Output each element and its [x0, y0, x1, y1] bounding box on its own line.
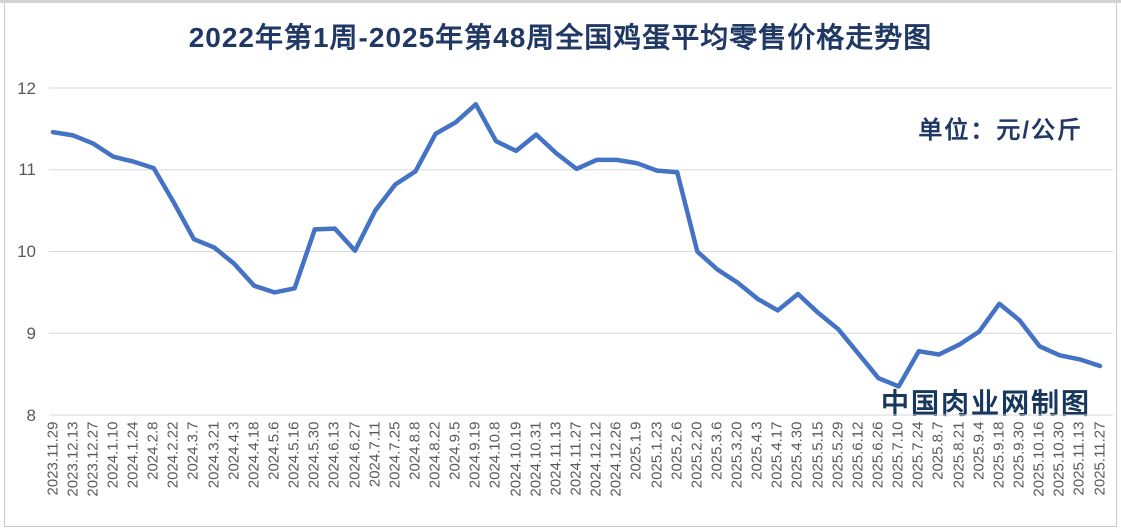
x-axis-tick-label: 2024.4.3: [225, 421, 243, 480]
x-axis-tick-label: 2024.5.30: [305, 421, 323, 488]
x-axis-tick-label: 2024.6.27: [346, 421, 364, 488]
x-axis-tick-label: 2025.4.3: [748, 421, 766, 480]
x-axis-tick-label: 2024.9.5: [446, 421, 464, 480]
x-axis-tick-label: 2025.11.13: [1070, 421, 1088, 495]
x-axis-tick-label: 2025.5.29: [829, 421, 847, 488]
x-axis-tick-label: 2025.11.27: [1091, 421, 1108, 495]
x-axis-tick-label: 2024.7.25: [386, 421, 404, 488]
x-axis-tick-label: 2025.6.12: [849, 421, 867, 488]
x-axis-tick-label: 2024.7.11: [366, 421, 384, 487]
y-axis-tick-label: 10: [17, 242, 36, 261]
x-axis-tick-label: 2024.2.8: [144, 421, 162, 480]
x-axis-tick-label: 2024.12.12: [587, 421, 605, 497]
x-axis-tick-label: 2025.5.15: [809, 421, 827, 488]
x-axis-tick-label: 2024.8.8: [406, 421, 424, 480]
x-axis-tick-label: 2024.8.22: [426, 421, 444, 488]
x-axis-tick-label: 2024.5.16: [285, 421, 303, 488]
x-axis-tick-label: 2023.11.29: [44, 421, 61, 495]
x-axis-tick-label: 2024.9.19: [466, 421, 484, 488]
x-axis-tick-label: 2023.12.27: [84, 421, 102, 497]
chart-title: 2022年第1周-2025年第48周全国鸡蛋平均零售价格走势图: [188, 22, 933, 53]
gridlines: [49, 87, 1113, 416]
x-axis-tick-label: 2024.12.26: [607, 421, 625, 497]
x-axis-tick-label: 2024.10.31: [527, 421, 545, 497]
x-axis-tick-label: 2025.10.30: [1050, 421, 1068, 497]
x-axis-tick-label: 2025.3.20: [728, 421, 746, 488]
x-axis-tick-label: 2024.1.24: [124, 421, 142, 488]
unit-label: 单位：元/公斤: [918, 117, 1083, 144]
frame-top-border: [0, 0, 1121, 3]
x-axis-tick-label: 2024.10.8: [486, 421, 504, 488]
x-axis-tick-label: 2025.8.21: [950, 421, 968, 488]
x-axis-tick-label: 2024.11.27: [567, 421, 585, 495]
x-axis-tick-label: 2024.4.18: [245, 421, 263, 488]
x-axis-tick-label: 2025.7.10: [889, 421, 907, 488]
x-axis-tick-label: 2025.4.30: [788, 421, 806, 488]
x-axis-tick-label: 2025.2.20: [688, 421, 706, 488]
x-axis-tick-label: 2025.10.16: [1030, 421, 1048, 497]
x-axis-tick-label: 2024.5.6: [265, 421, 283, 480]
y-axis-tick-label: 12: [17, 78, 36, 98]
frame-left-border: [4, 3, 5, 527]
x-axis-tick-label: 2025.8.7: [929, 421, 947, 480]
x-axis-tick-label: 2025.1.23: [648, 421, 666, 488]
x-axis-tick-label: 2025.3.6: [708, 421, 726, 480]
frame-right-border: [1116, 3, 1117, 527]
watermark-credit: 中国肉业网制图: [880, 388, 1091, 419]
x-axis-tick-label: 2024.1.10: [104, 421, 122, 488]
y-axis-tick-label: 11: [18, 160, 36, 180]
frame-bottom-border: [4, 526, 1117, 527]
y-axis-tick-label: 9: [26, 323, 36, 343]
x-axis-tick-label: 2025.1.9: [627, 421, 645, 480]
x-axis-tick-label: 2023.12.13: [64, 421, 82, 497]
x-axis-tick-label: 2024.3.21: [205, 421, 223, 488]
x-axis-tick-label: 2025.7.24: [909, 421, 927, 488]
x-axis-tick-label: 2025.4.17: [768, 421, 786, 488]
x-axis-tick-label: 2024.2.22: [164, 421, 182, 488]
x-axis-tick-label: 2024.6.13: [325, 421, 343, 488]
x-axis-tick-label: 2025.9.30: [1010, 421, 1028, 488]
x-axis-tick-label: 2025.2.6: [668, 421, 686, 480]
y-axis-tick-label: 8: [26, 405, 36, 425]
x-axis-tick-label: 2024.3.7: [184, 421, 202, 480]
x-axis-tick-label: 2024.10.19: [507, 421, 525, 497]
x-axis-tick-label: 2025.9.4: [970, 421, 988, 480]
x-axis-tick-label: 2025.9.18: [990, 421, 1008, 488]
price-line-series: [50, 102, 1103, 389]
x-axis-tick-label: 2025.6.26: [869, 421, 887, 488]
x-axis-tick-label: 2024.11.13: [547, 421, 565, 495]
